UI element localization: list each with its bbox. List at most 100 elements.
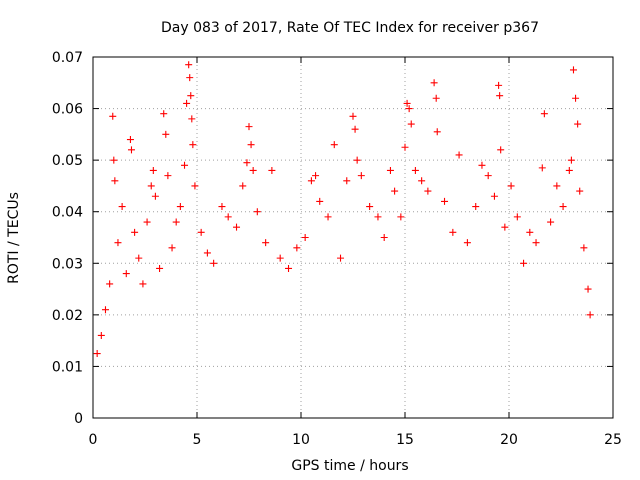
data-point (559, 203, 567, 211)
data-point (484, 172, 492, 180)
data-point (253, 208, 261, 216)
data-point (574, 120, 582, 128)
data-point (366, 203, 374, 211)
data-point (553, 182, 561, 190)
data-point (547, 218, 555, 226)
data-point (97, 331, 105, 339)
data-point (307, 177, 315, 185)
data-point (424, 187, 432, 195)
y-axis-label: ROTI / TECUs (6, 192, 22, 284)
data-point (501, 223, 509, 231)
data-point (186, 74, 194, 82)
data-point (401, 143, 409, 151)
data-point (397, 213, 405, 221)
data-point (349, 112, 357, 120)
data-point (343, 177, 351, 185)
data-point (109, 112, 117, 120)
data-point (572, 94, 580, 102)
data-point (101, 306, 109, 314)
data-point (111, 177, 119, 185)
data-point (268, 166, 276, 174)
data-point (131, 228, 139, 236)
data-point (114, 239, 122, 247)
x-tick-label: 0 (89, 432, 98, 448)
data-point (584, 285, 592, 293)
data-point (455, 151, 463, 159)
data-point (330, 141, 338, 149)
data-point (403, 99, 411, 107)
data-point (139, 280, 147, 288)
y-tick-label: 0.04 (52, 205, 83, 221)
data-point (405, 105, 413, 113)
data-point (172, 218, 180, 226)
data-point (312, 172, 320, 180)
data-point (118, 203, 126, 211)
data-point (126, 136, 134, 144)
data-point (160, 110, 168, 118)
data-point (203, 249, 211, 257)
data-point (497, 146, 505, 154)
data-point (176, 203, 184, 211)
data-point (357, 172, 365, 180)
tick-marks (92, 56, 614, 419)
data-point (513, 213, 521, 221)
data-point (151, 192, 159, 200)
data-point (576, 187, 584, 195)
data-point (156, 264, 164, 272)
data-point (106, 280, 114, 288)
data-point (293, 244, 301, 252)
data-point (538, 164, 546, 172)
y-tick-label: 0 (74, 411, 83, 427)
data-point (495, 81, 503, 89)
data-point (411, 166, 419, 174)
data-point (183, 99, 191, 107)
data-point (233, 223, 241, 231)
x-axis-label: GPS time / hours (291, 458, 408, 474)
data-point (210, 259, 218, 267)
data-point (433, 128, 441, 136)
data-point (565, 166, 573, 174)
data-point (391, 187, 399, 195)
data-point (353, 156, 361, 164)
data-point (407, 120, 415, 128)
data-point (463, 239, 471, 247)
data-point (285, 264, 293, 272)
data-point (135, 254, 143, 262)
data-point (127, 146, 135, 154)
data-point (247, 141, 255, 149)
data-point (197, 228, 205, 236)
data-point (380, 234, 388, 241)
data-point (532, 239, 540, 247)
data-point (276, 254, 284, 262)
grid-lines (93, 57, 613, 418)
data-point (540, 110, 548, 118)
data-point (181, 161, 189, 169)
data-point (301, 234, 309, 241)
data-point (418, 177, 426, 185)
data-point (520, 259, 528, 267)
data-point (526, 228, 534, 236)
data-points (93, 61, 594, 358)
data-point (262, 239, 270, 247)
y-tick-label: 0.02 (52, 308, 83, 324)
y-tick-label: 0.05 (52, 153, 83, 169)
data-point (243, 159, 251, 167)
data-point (93, 350, 101, 358)
data-point (351, 125, 359, 133)
data-point (187, 92, 195, 100)
y-tick-label: 0.01 (52, 359, 83, 375)
plot-area (92, 56, 614, 419)
data-point (189, 141, 197, 149)
data-point (143, 218, 151, 226)
data-point (162, 130, 170, 138)
data-point (337, 254, 345, 262)
data-point (191, 182, 199, 190)
data-point (569, 66, 577, 74)
x-tick-label: 10 (292, 432, 310, 448)
data-point (185, 61, 193, 69)
y-tick-labels: 0 0.01 0.02 0.03 0.04 0.05 0.06 0.07 (52, 50, 83, 427)
data-point (496, 92, 504, 100)
x-tick-label: 25 (604, 432, 622, 448)
data-point (490, 192, 498, 200)
